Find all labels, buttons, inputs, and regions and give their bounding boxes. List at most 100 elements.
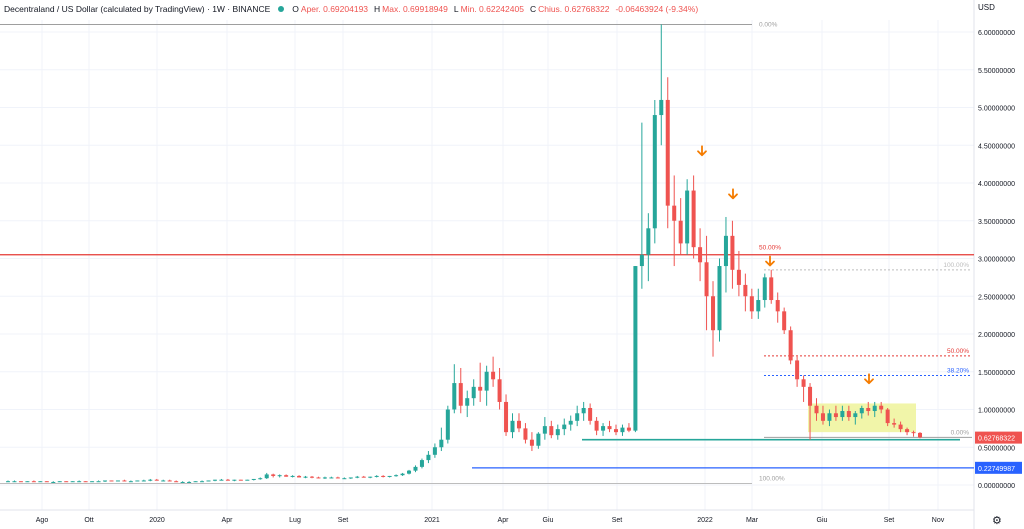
candle-body [465,398,470,406]
candle-body [665,99,670,206]
candle-body [219,479,224,481]
last-price-badge [975,431,1022,444]
candle-body [601,426,606,431]
price-tick-label: 1.00000000 [978,408,1015,415]
candle-body [90,481,95,483]
candle-body [853,413,858,418]
time-tick-label: Ott [84,517,93,524]
fib2-level-100-label: 100.00% [943,262,969,269]
arrow-markers [697,145,874,385]
candle-body [497,379,502,402]
candle-body [335,477,340,479]
candle-body [348,477,353,479]
candle-body [711,296,716,331]
time-axis[interactable]: Ago Ott 2020 Apr Lug Set 2021 Apr Giu Set 2022 Mar G… [36,517,945,524]
marker-price-label: 0.22749987 [978,466,1015,473]
candle-body [646,228,651,255]
candle-body [355,476,360,478]
candle-body [529,439,534,446]
candle-body [238,479,243,481]
candle-body [25,481,30,483]
candle-body [407,470,412,474]
time-tick-label: Apr [498,517,510,524]
candle-body [536,433,541,446]
price-axis[interactable]: 6.00000000 5.50000000 5.00000000 4.50000000… [975,30,1022,490]
candle-body [872,405,877,412]
candle-body [316,477,321,479]
candle-body [303,476,308,478]
candle-body [633,266,638,431]
candle-body [801,379,806,387]
down-arrow-icon [765,255,775,267]
candle-body [749,296,754,312]
candle-body [187,481,192,483]
candle-body [588,407,593,421]
candle-body [833,413,838,418]
fib-label-0: 0.00% [759,21,778,28]
candle-body [122,480,127,482]
candle-body [381,475,386,477]
candle-body [141,480,146,482]
candle-body [717,266,722,331]
candle-body [898,424,903,430]
candle-body [135,480,140,482]
high-label: H [374,4,381,14]
candle-body [743,284,748,297]
candle-body [510,420,515,433]
fib2-level-0-label: 0.00% [951,429,970,436]
grid [0,0,975,529]
candle-body [368,476,373,478]
candle-body [762,277,767,301]
candle-body [387,475,392,477]
candle-body [193,481,198,483]
open-label: O [292,4,299,14]
candle-body [575,413,580,421]
candle-body [639,254,644,267]
price-tick-label: 3.50000000 [978,219,1015,226]
close-value: Chius. 0.62768322 [538,4,610,14]
candle-body [309,476,315,478]
candle-body [730,235,735,270]
candle-body [232,479,237,481]
candle-body [659,99,664,116]
close-label: C [529,4,537,14]
candle-body [12,481,17,483]
time-tick-label: Giu [817,517,828,524]
candle-body [594,420,599,431]
candle-body [38,481,43,483]
candle-body [827,413,832,421]
candle-body [736,269,741,285]
marker-price-badge [975,461,1022,474]
candle-body [549,426,554,436]
time-tick-label: Nov [932,517,945,524]
candle-body [917,432,923,438]
symbol-header: Decentraland / US Dollar (calculated by … [4,2,704,16]
currency-label[interactable]: USD [978,3,995,12]
down-arrow-icon [864,373,874,385]
high-value: Max. 0.69918949 [382,4,448,14]
candle-body [691,190,696,248]
candle-body [432,447,437,455]
candle-body [154,479,159,481]
change-value: -0.06463924 (-9.34%) [615,4,699,14]
candle-body [174,481,179,483]
candle-body [808,386,813,406]
candle-body [5,481,11,483]
candle-body [820,413,825,421]
open-value: Aper. 0.69204193 [300,4,369,14]
candle-body [484,371,489,391]
price-tick-label: 6.00000000 [978,30,1015,37]
candle-body [180,481,185,483]
candle-body [652,115,657,229]
candle-body [905,429,910,433]
price-tick-label: 3.00000000 [978,257,1015,264]
candle-body [419,460,424,467]
candle-body [115,480,120,482]
settings-gear-icon[interactable]: ⚙ [992,515,1002,527]
symbol-title[interactable]: Decentraland / US Dollar (calculated by … [4,4,271,14]
low-label: L [453,4,459,14]
time-tick-label: Set [338,517,349,524]
resistance-label: 50.00% [759,245,781,252]
candle-body [704,262,709,297]
